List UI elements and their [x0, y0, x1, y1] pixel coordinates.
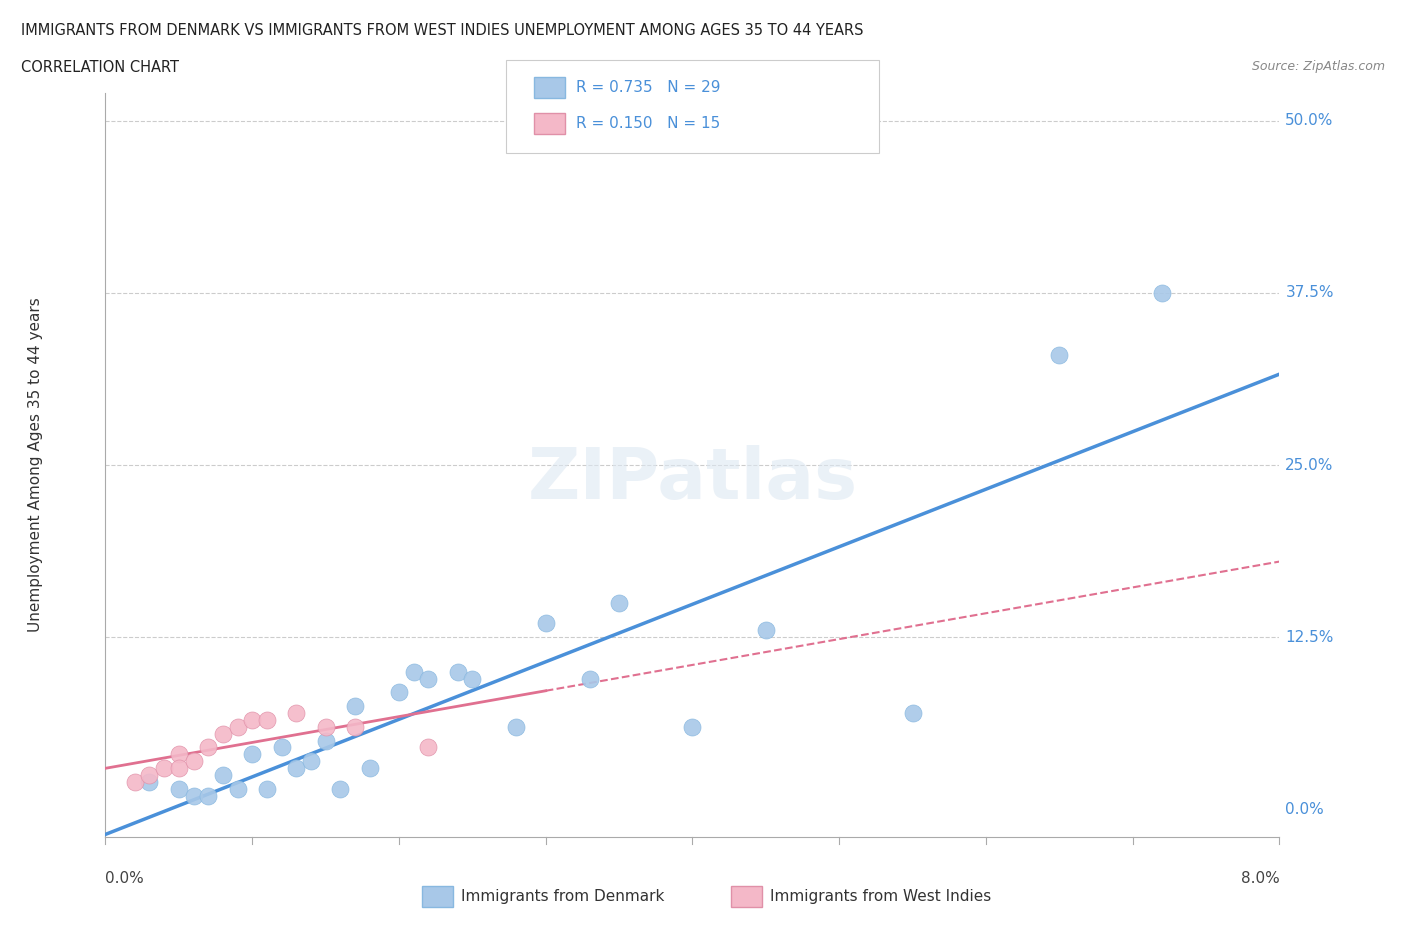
Text: 37.5%: 37.5%	[1285, 286, 1334, 300]
Text: CORRELATION CHART: CORRELATION CHART	[21, 60, 179, 75]
Point	[197, 740, 219, 755]
Point	[315, 733, 337, 748]
Point	[167, 781, 190, 796]
Point	[1047, 347, 1070, 362]
Point	[270, 740, 292, 755]
Text: 25.0%: 25.0%	[1285, 458, 1334, 472]
Point	[901, 706, 924, 721]
Point	[359, 761, 381, 776]
Point	[138, 767, 160, 782]
Point	[329, 781, 352, 796]
Text: ZIPatlas: ZIPatlas	[527, 445, 858, 514]
Point	[607, 595, 630, 610]
Point	[285, 706, 308, 721]
Point	[755, 623, 778, 638]
Text: Unemployment Among Ages 35 to 44 years: Unemployment Among Ages 35 to 44 years	[28, 298, 42, 632]
Point	[153, 761, 176, 776]
Point	[211, 767, 233, 782]
Point	[183, 754, 205, 769]
Point	[285, 761, 308, 776]
Point	[681, 719, 703, 734]
Text: R = 0.150   N = 15: R = 0.150 N = 15	[576, 116, 721, 131]
Point	[183, 789, 205, 804]
Text: Immigrants from Denmark: Immigrants from Denmark	[461, 889, 665, 904]
Point	[240, 747, 263, 762]
Point	[461, 671, 484, 686]
Text: Source: ZipAtlas.com: Source: ZipAtlas.com	[1251, 60, 1385, 73]
Text: 8.0%: 8.0%	[1240, 871, 1279, 886]
Point	[138, 775, 160, 790]
Text: 0.0%: 0.0%	[105, 871, 145, 886]
Point	[343, 719, 366, 734]
Point	[240, 712, 263, 727]
Point	[197, 789, 219, 804]
Point	[578, 671, 600, 686]
Point	[256, 781, 278, 796]
Text: 12.5%: 12.5%	[1285, 630, 1334, 644]
Point	[226, 719, 249, 734]
Point	[446, 664, 468, 679]
Point	[167, 761, 190, 776]
Point	[388, 684, 411, 699]
Text: 50.0%: 50.0%	[1285, 113, 1334, 128]
Point	[124, 775, 146, 790]
Point	[226, 781, 249, 796]
Point	[256, 712, 278, 727]
Point	[505, 719, 527, 734]
Point	[167, 747, 190, 762]
Text: 0.0%: 0.0%	[1285, 802, 1324, 817]
Point	[418, 671, 440, 686]
Text: R = 0.735   N = 29: R = 0.735 N = 29	[576, 80, 721, 95]
Point	[315, 719, 337, 734]
Text: Immigrants from West Indies: Immigrants from West Indies	[770, 889, 991, 904]
Point	[402, 664, 425, 679]
Point	[1150, 286, 1173, 300]
Point	[418, 740, 440, 755]
Point	[299, 754, 322, 769]
Point	[534, 616, 557, 631]
Text: IMMIGRANTS FROM DENMARK VS IMMIGRANTS FROM WEST INDIES UNEMPLOYMENT AMONG AGES 3: IMMIGRANTS FROM DENMARK VS IMMIGRANTS FR…	[21, 23, 863, 38]
Point	[343, 698, 366, 713]
Point	[211, 726, 233, 741]
